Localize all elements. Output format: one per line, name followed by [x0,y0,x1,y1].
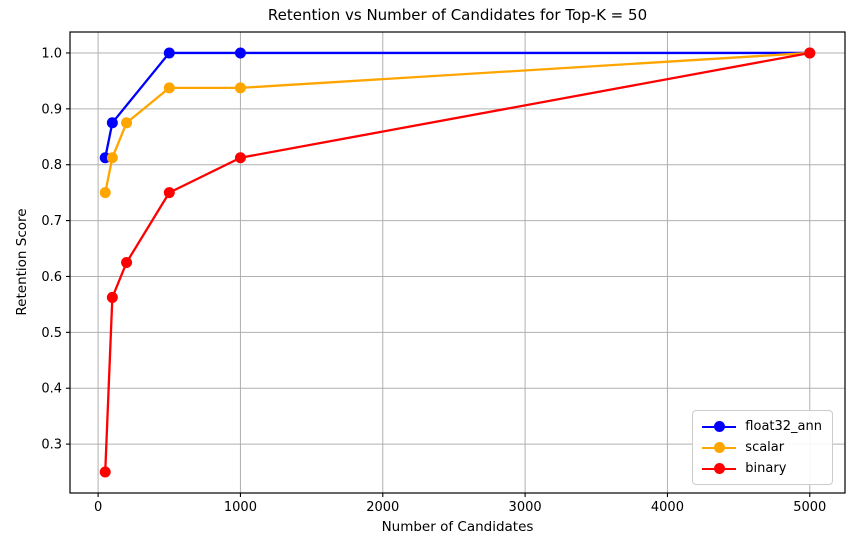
x-tick-label: 3000 [509,500,542,515]
legend-item-scalar: scalar [702,437,822,458]
data-point-scalar [163,82,175,94]
legend-label: binary [745,461,787,476]
data-point-float32_ann [234,47,246,59]
legend-marker-dot [713,463,725,474]
series-line-binary [104,51,810,473]
x-tick-label: 2000 [366,500,399,515]
y-axis-label: Retention Score [14,208,30,316]
data-point-binary [99,466,111,478]
y-tick-label: 0.8 [41,158,62,173]
legend-marker-dot [713,421,725,432]
data-point-binary [106,291,118,303]
data-point-scalar [99,187,111,199]
y-tick-label: 1.0 [41,46,62,61]
data-point-scalar [234,82,246,94]
y-tick-label: 0.9 [41,102,62,117]
y-tick-label: 0.6 [41,270,62,285]
legend-label: scalar [745,440,785,455]
y-tick-label: 0.7 [41,214,62,229]
x-tick-label: 5000 [793,500,826,515]
data-point-binary [121,257,133,268]
legend-item-float32-ann: float32_ann [702,416,822,437]
legend-item-binary: binary [702,458,822,479]
legend: float32_ann scalar binary [692,410,833,485]
legend-marker-dot [713,442,725,453]
data-point-binary [163,187,175,199]
legend-line-marker-icon [702,463,737,475]
legend-label: float32_ann [745,419,822,434]
chart-title: Retention vs Number of Candidates for To… [267,6,648,24]
data-point-scalar [106,152,118,164]
legend-line-marker-icon [702,421,737,433]
x-tick-label: 1000 [224,500,257,515]
y-tick-label: 0.5 [41,326,62,341]
series-line-float32_ann [104,51,810,158]
data-point-float32_ann [106,117,118,129]
data-point-binary [234,152,246,164]
y-tick-label: 0.4 [41,382,62,397]
data-point-binary [804,47,816,59]
axes-frame [69,31,846,494]
x-tick-label: 0 [94,500,102,515]
x-tick-label: 4000 [651,500,684,515]
y-tick-label: 0.3 [41,438,62,453]
data-point-float32_ann [163,47,175,59]
series-line-scalar [104,51,810,193]
x-axis-label: Number of Candidates [381,519,534,535]
legend-line-marker-icon [702,442,737,454]
data-point-scalar [121,117,133,129]
